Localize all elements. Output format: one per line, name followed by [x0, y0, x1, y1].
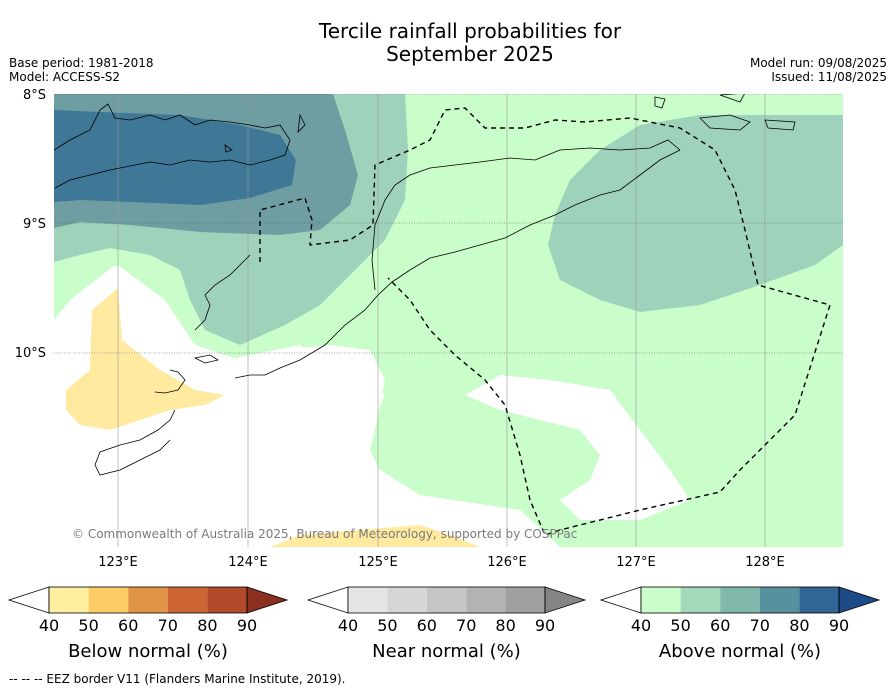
- colorbar-extend-high: [544, 586, 587, 614]
- colorbar-segment: [641, 587, 681, 613]
- lat-label-9s: 9°S: [23, 217, 46, 232]
- colorbar-tick-label: 90: [535, 616, 555, 635]
- colorbar-outline: [640, 586, 840, 614]
- colorbar-tick-label: 40: [39, 616, 59, 635]
- colorbar-tick-label: 60: [710, 616, 730, 635]
- small-island-1: [297, 113, 306, 134]
- colorbar-tick-label: 70: [158, 616, 178, 635]
- colorbar-segment: [466, 587, 506, 613]
- meta-right: Model run: 09/08/2025 Issued: 11/08/2025: [750, 56, 887, 84]
- flores-west-coast: [194, 254, 251, 331]
- eez-footnote: -- -- -- EEZ border V11 (Flanders Marine…: [9, 672, 346, 686]
- model-name: Model: ACCESS-S2: [9, 70, 121, 84]
- colorbar-tick-label: 60: [118, 616, 138, 635]
- white-gap-central: [465, 375, 690, 520]
- model-run: Model run: 09/08/2025: [749, 56, 887, 70]
- colorbar-tick-label: 70: [750, 616, 770, 635]
- above-normal-70: [54, 110, 296, 205]
- white-gap-southwest: [54, 265, 540, 547]
- lon-label-126e: 126°E: [487, 555, 527, 570]
- meta-left: Base period: 1981-2018 Model: ACCESS-S2: [9, 56, 154, 84]
- title-line-1: Tercile rainfall probabilities for: [318, 19, 622, 43]
- colorbar-tick-label: 90: [829, 616, 849, 635]
- timor-north-coast: [371, 139, 681, 291]
- colorbar-segment: [167, 587, 208, 613]
- colorbar-segment: [759, 587, 800, 613]
- colorbar-tick-label: 90: [237, 616, 257, 635]
- colorbar-below-normal: 40 50 60 70 80 90 Below normal (%): [7, 586, 289, 662]
- lon-label-123e: 123°E: [98, 555, 138, 570]
- copyright-notice: © Commonwealth of Australia 2025, Bureau…: [72, 527, 577, 541]
- colorbar-segment: [426, 587, 467, 613]
- sawu-coastline: [193, 354, 220, 364]
- eez-border: [259, 107, 831, 536]
- colorbar-extend-high: [246, 586, 289, 614]
- colorbar-segment: [387, 587, 427, 613]
- sumba-coastline: [154, 369, 186, 394]
- colorbar-title: Above normal (%): [659, 641, 821, 662]
- colorbar-tick-label: 40: [338, 616, 358, 635]
- below-normal-40-south: [270, 525, 480, 547]
- lat-label-8s: 8°S: [23, 88, 46, 103]
- colorbar-title: Near normal (%): [372, 641, 521, 662]
- colorbar-segment: [348, 587, 388, 613]
- lon-label-128e: 128°E: [745, 555, 785, 570]
- lon-label-127e: 127°E: [616, 555, 656, 570]
- colorbar-tick-label: 80: [495, 616, 515, 635]
- colorbar-extend-low: [7, 586, 50, 614]
- colorbar-near-normal: 40 50 60 70 80 90 Near normal (%): [306, 586, 587, 662]
- lon-label-125e: 125°E: [358, 555, 398, 570]
- colorbar-tick-label: 70: [456, 616, 476, 635]
- map-title: Tercile rainfall probabilities for Septe…: [0, 20, 896, 66]
- colorbar-tick-label: 60: [417, 616, 437, 635]
- colorbar-tick-label: 40: [631, 616, 651, 635]
- colorbar-segment: [49, 587, 89, 613]
- lon-label-124e: 124°E: [228, 555, 268, 570]
- colorbar-extend-low: [306, 586, 349, 614]
- colorbar-tick-label: 80: [197, 616, 217, 635]
- issued-date: Issued: 11/08/2025: [771, 70, 887, 84]
- east-island-1: [699, 114, 751, 131]
- colorbar-tick-label: 50: [670, 616, 690, 635]
- colorbar-above-normal: 40 50 60 70 80 90 Above normal (%): [599, 586, 881, 662]
- parallel-gridlines: [54, 94, 843, 354]
- colorbar-segment: [720, 587, 760, 613]
- colorbar-tick-label: 50: [78, 616, 98, 635]
- lat-label-10s: 10°S: [15, 346, 46, 361]
- meridian-gridlines: [117, 94, 766, 547]
- colorbar-outline: [48, 586, 248, 614]
- colorbar-segment: [88, 587, 129, 613]
- above-normal-50-east: [548, 115, 843, 312]
- title-line-2: September 2025: [386, 42, 554, 66]
- colorbar-extend-low: [599, 586, 642, 614]
- colorbar-extend-high: [838, 586, 881, 614]
- below-normal-40-west: [66, 288, 225, 430]
- east-island-2: [764, 119, 796, 131]
- wetar-islands: [654, 96, 666, 109]
- timor-coastline: [234, 149, 681, 379]
- rote-coastline: [94, 409, 176, 476]
- east-island-3: [719, 94, 745, 103]
- colorbar-tick-label: 80: [789, 616, 809, 635]
- colorbar-title: Below normal (%): [68, 641, 228, 662]
- colorbar-segment: [799, 587, 839, 613]
- base-period: Base period: 1981-2018: [9, 56, 154, 70]
- colorbar-tick-label: 50: [377, 616, 397, 635]
- coastlines: [54, 94, 796, 476]
- colorbar-segment: [680, 587, 721, 613]
- colorbar-segment: [128, 587, 168, 613]
- flores-coastline: [54, 103, 291, 189]
- colorbar-outline: [347, 586, 546, 614]
- small-island-2: [224, 144, 233, 153]
- colorbar-segment: [505, 587, 545, 613]
- colorbar-segment: [207, 587, 247, 613]
- map-area: © Commonwealth of Australia 2025, Bureau…: [54, 94, 843, 547]
